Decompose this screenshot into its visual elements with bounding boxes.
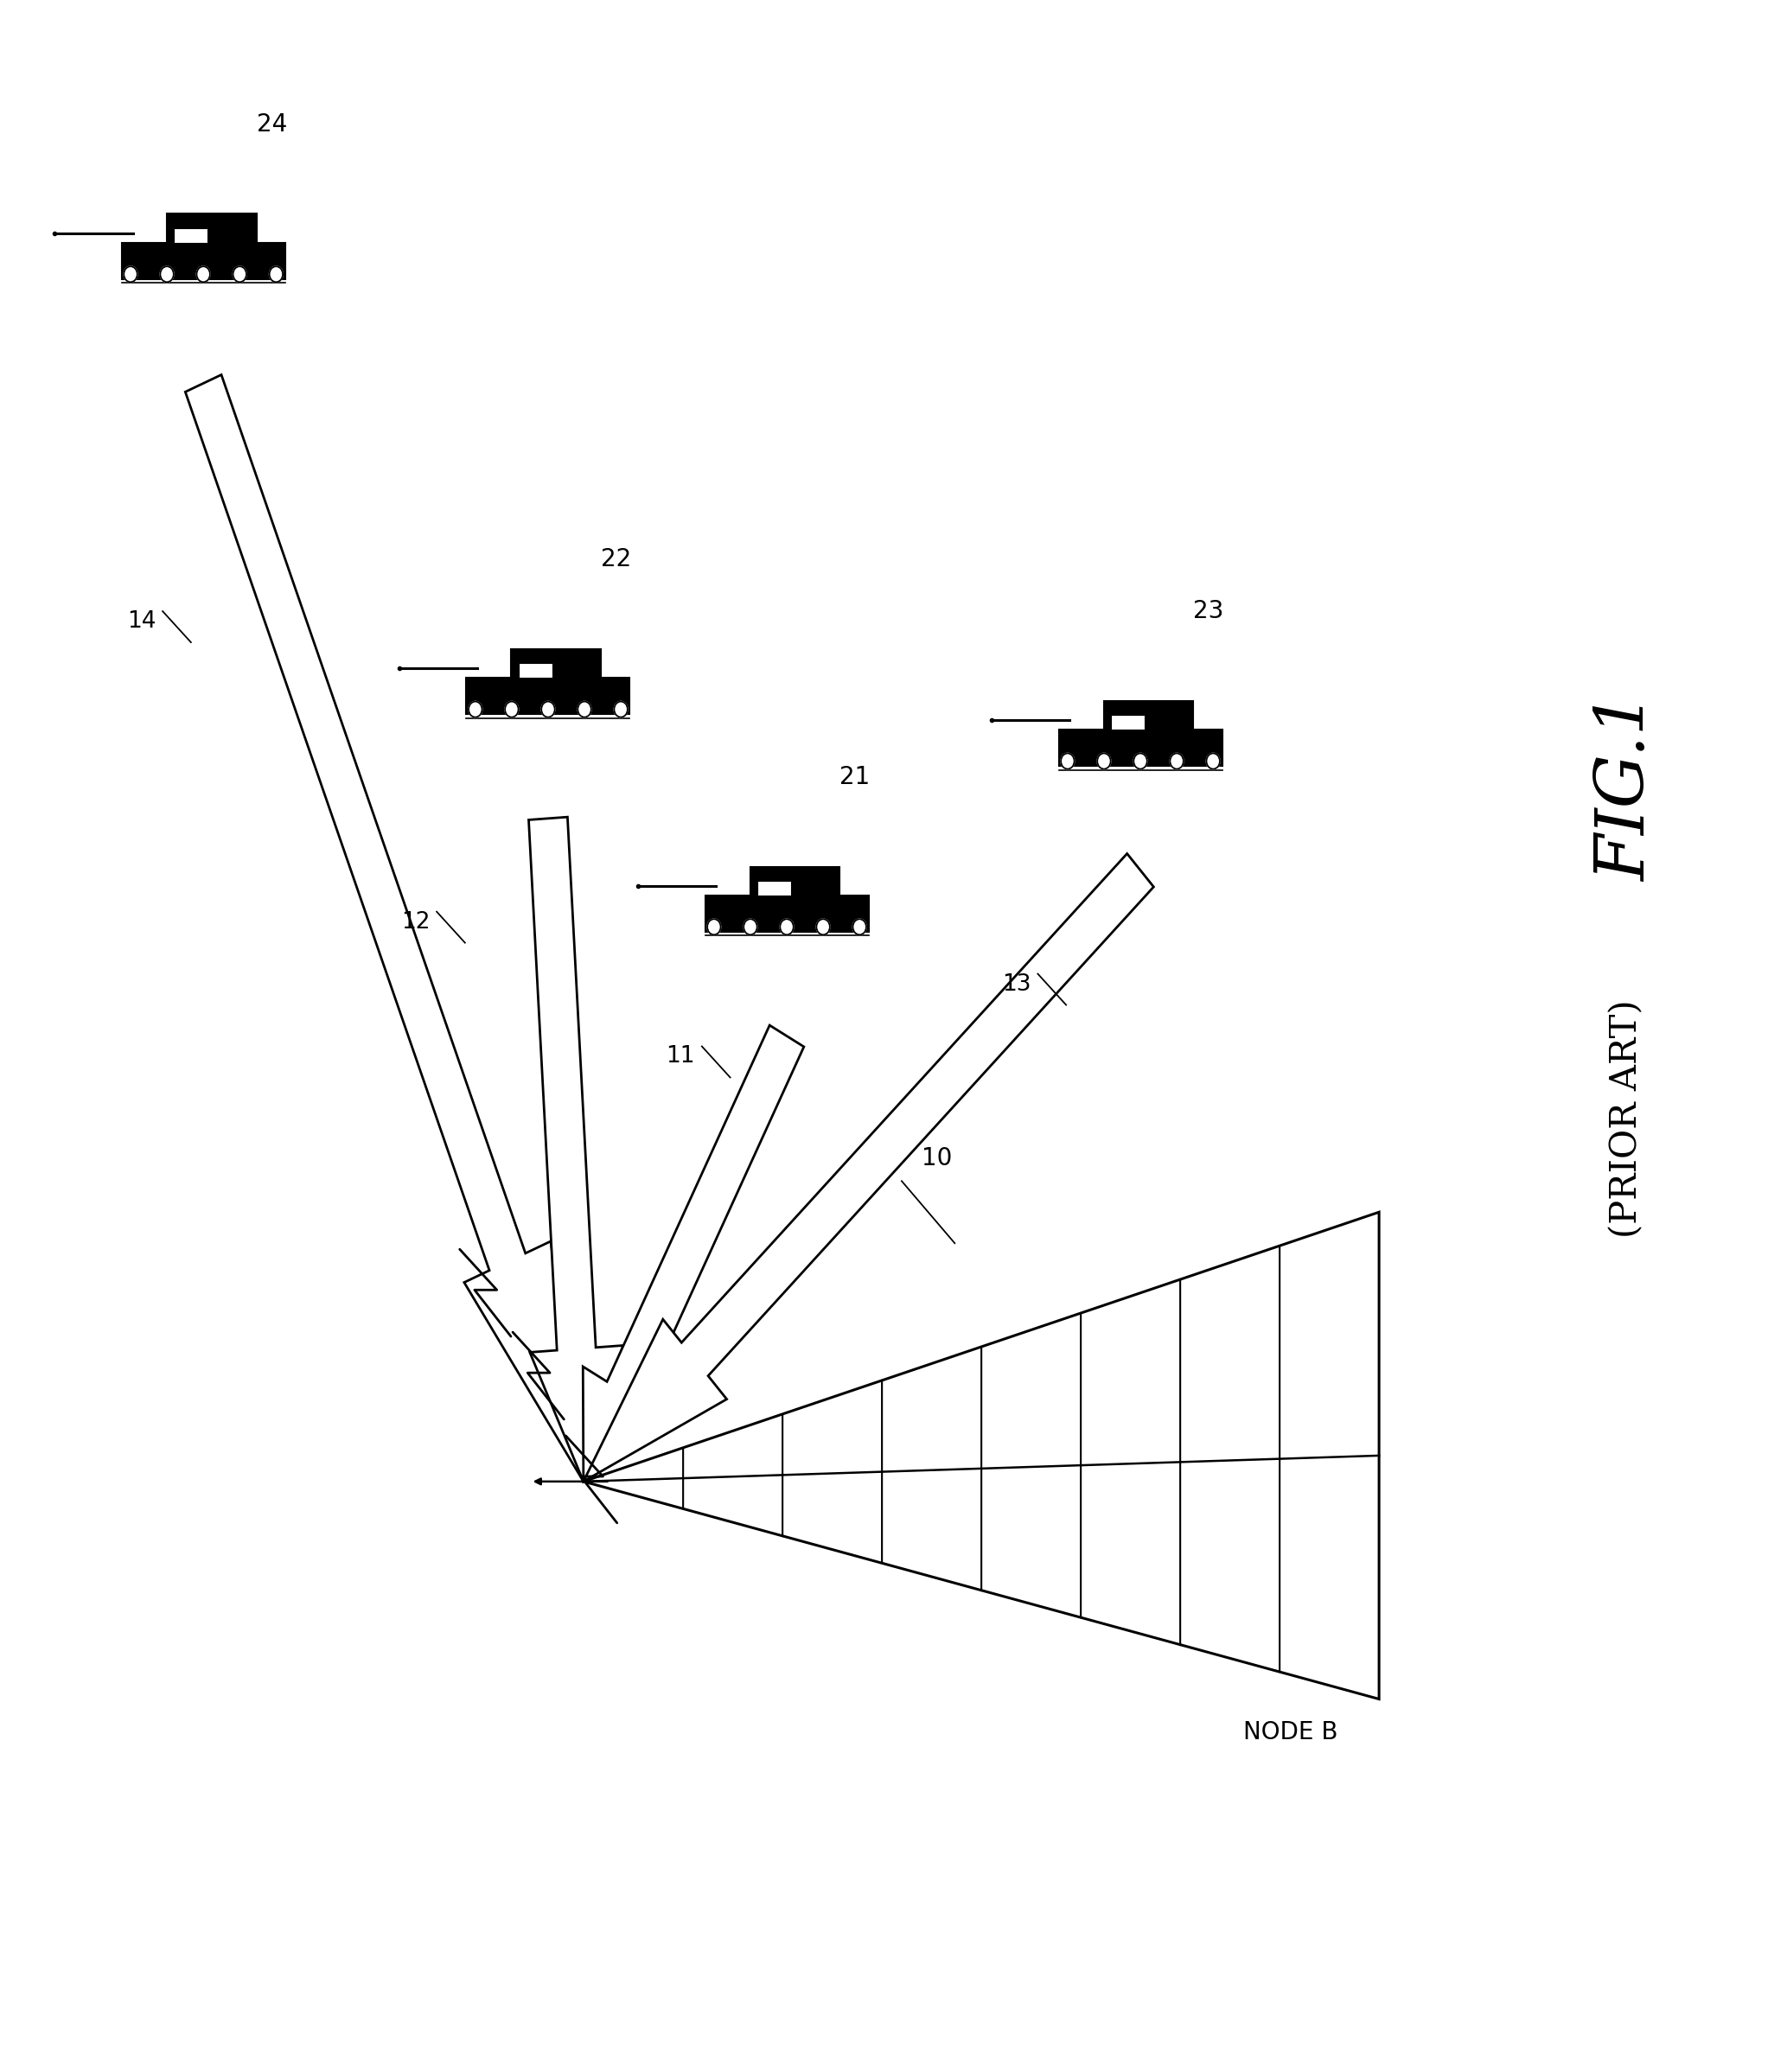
Circle shape <box>124 267 138 282</box>
Circle shape <box>269 267 283 282</box>
Circle shape <box>469 702 483 717</box>
Text: 23: 23 <box>1193 599 1223 624</box>
Circle shape <box>506 702 518 717</box>
Bar <box>1059 729 1222 767</box>
Circle shape <box>780 920 794 934</box>
Bar <box>518 663 553 678</box>
Bar <box>1103 700 1193 733</box>
Text: (PRIOR ART): (PRIOR ART) <box>1609 1001 1644 1237</box>
Circle shape <box>852 920 866 934</box>
Text: 12: 12 <box>401 912 430 932</box>
Circle shape <box>233 267 246 282</box>
Text: 21: 21 <box>840 765 870 789</box>
Circle shape <box>1170 754 1183 769</box>
Circle shape <box>613 702 628 717</box>
Bar <box>1110 715 1146 729</box>
Circle shape <box>817 920 829 934</box>
Bar <box>467 678 629 715</box>
Bar <box>122 242 285 280</box>
Circle shape <box>578 702 591 717</box>
Polygon shape <box>583 1212 1379 1699</box>
Bar <box>705 895 868 932</box>
Bar <box>166 213 256 247</box>
Text: NODE B: NODE B <box>1243 1720 1338 1745</box>
Circle shape <box>196 267 210 282</box>
Bar <box>173 228 209 242</box>
Circle shape <box>1133 754 1147 769</box>
Circle shape <box>161 267 173 282</box>
Text: 24: 24 <box>256 112 286 137</box>
Polygon shape <box>529 816 622 1481</box>
Text: 14: 14 <box>127 611 156 632</box>
Circle shape <box>1206 754 1220 769</box>
Circle shape <box>1061 754 1075 769</box>
Circle shape <box>707 920 721 934</box>
Polygon shape <box>583 1026 804 1481</box>
Circle shape <box>1098 754 1110 769</box>
Text: 11: 11 <box>667 1046 695 1067</box>
Text: 13: 13 <box>1002 974 1031 995</box>
Text: 10: 10 <box>921 1146 953 1171</box>
Bar <box>757 881 792 895</box>
Polygon shape <box>186 375 583 1481</box>
Bar <box>511 649 601 682</box>
Circle shape <box>744 920 757 934</box>
Text: 22: 22 <box>601 547 631 572</box>
Polygon shape <box>583 854 1155 1481</box>
Text: FIG.1: FIG.1 <box>1593 692 1660 883</box>
Bar <box>750 866 840 899</box>
Circle shape <box>541 702 555 717</box>
